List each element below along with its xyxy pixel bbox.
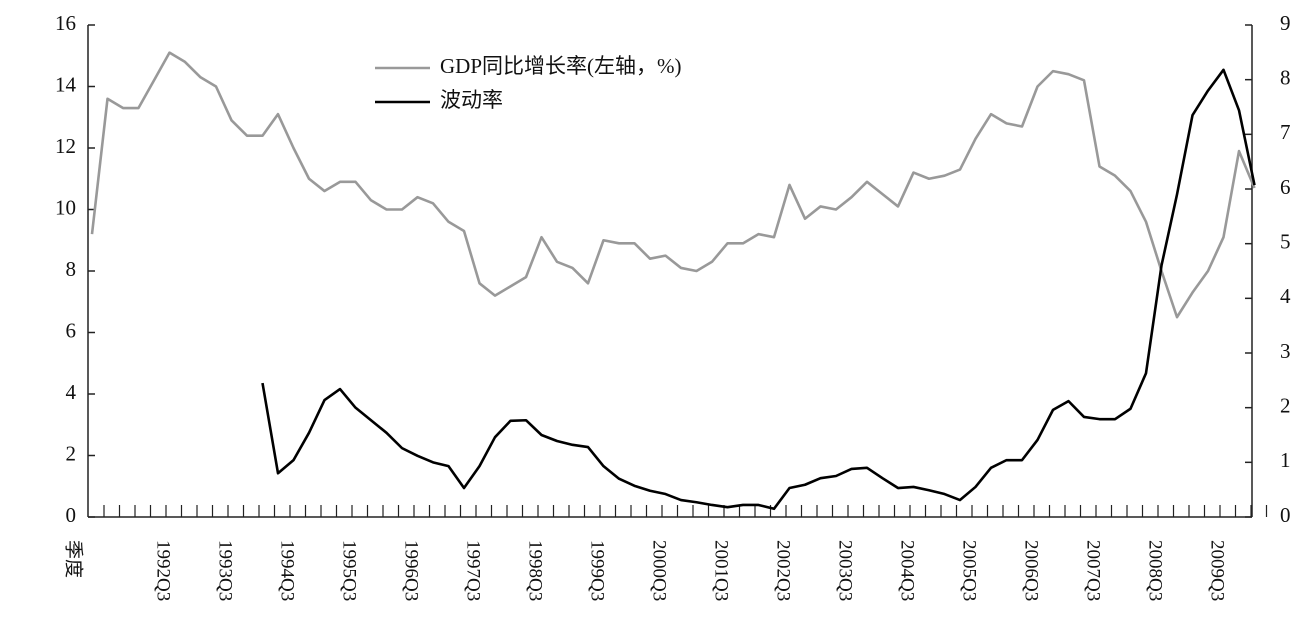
y-tick-label: 14 [55,72,77,96]
y2-tick-label: 4 [1280,284,1291,308]
x-tick-label: 1992Q3 [153,540,174,601]
y-tick-label: 4 [66,380,77,404]
y2-tick-label: 9 [1280,11,1291,35]
y-tick-label: 6 [66,318,77,342]
x-tick-label: 1993Q3 [215,540,236,601]
series-line [90,51,1256,319]
y2-tick-label: 8 [1280,65,1291,89]
y-tick-label: 2 [66,441,77,465]
x-tick-label: 1997Q3 [463,540,484,601]
y-tick-label: 12 [55,134,76,158]
x-tick-label: 2005Q3 [959,540,980,601]
x-tick-label: 1998Q3 [525,540,546,601]
x-tick-label: 2002Q3 [773,540,794,601]
x-tick-label: 2004Q3 [897,540,918,601]
y2-tick-label: 7 [1280,120,1291,144]
y2-tick-label: 2 [1280,393,1291,417]
y2-tick-label: 1 [1280,448,1291,472]
y2-tick-label: 3 [1280,339,1291,363]
x-tick-label: 1999Q3 [587,540,608,601]
legend-label: 波动率 [440,88,503,112]
x-tick-label: 2003Q3 [835,540,856,601]
y2-tick-label: 5 [1280,229,1291,253]
x-tick-label: 1994Q3 [277,540,298,601]
x-tick-label: 2006Q3 [1021,540,1042,601]
series-line [261,68,1256,511]
x-tick-label: 1996Q3 [401,540,422,601]
legend-label: GDP同比增长率(左轴，%) [440,54,682,78]
x-tick-label: 2001Q3 [711,540,732,601]
y2-tick-label: 6 [1280,175,1291,199]
x-tick-label: 2007Q3 [1083,540,1104,601]
y-tick-label: 10 [55,195,76,219]
x-axis-label: 季度 [63,540,85,578]
y-tick-label: 16 [55,11,76,35]
x-tick-label: 2000Q3 [649,540,670,601]
x-tick-label: 1995Q3 [339,540,360,601]
y-tick-label: 0 [66,503,77,527]
x-tick-label: 2009Q3 [1207,540,1228,601]
y2-tick-label: 0 [1280,503,1291,527]
y-tick-label: 8 [66,257,77,281]
x-tick-label: 2008Q3 [1145,540,1166,601]
